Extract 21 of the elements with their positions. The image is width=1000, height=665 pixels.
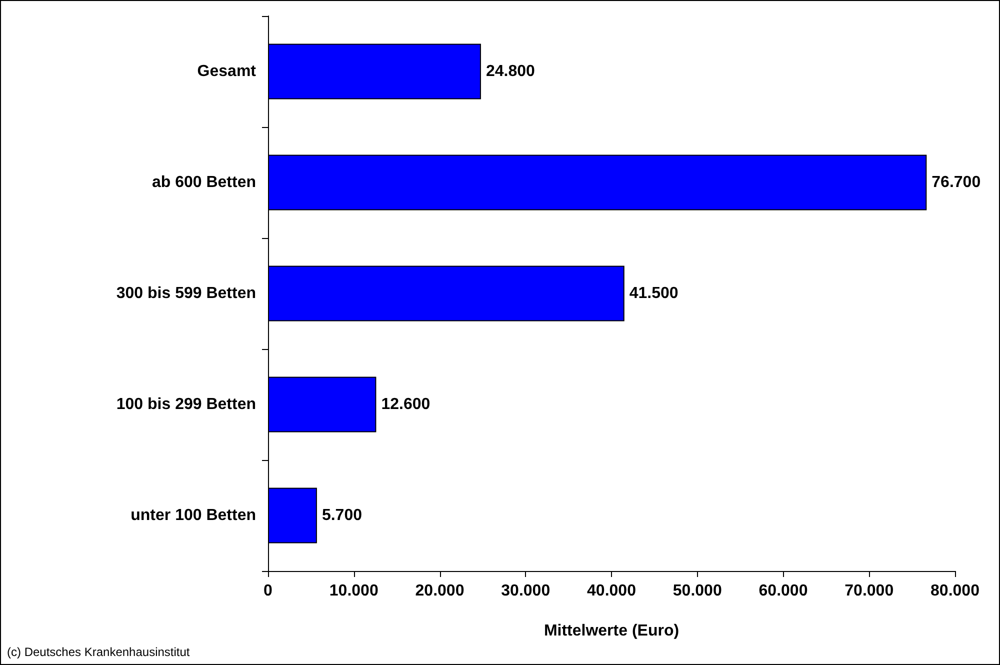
x-axis-title: Mittelwerte (Euro) <box>544 622 680 640</box>
text: (c) Deutsches Krankenhausinstitut <box>7 645 190 659</box>
data-label: 12.600 <box>381 396 430 413</box>
x-tick-label: 60.000 <box>758 582 808 600</box>
data-label: 24.800 <box>486 63 536 80</box>
y-tick-label: 100 bis 299 Betten <box>116 396 256 413</box>
x-tick-label: 10.000 <box>329 582 378 600</box>
x-tick-label: 30.000 <box>501 582 550 600</box>
data-label: 5.700 <box>322 507 362 524</box>
x-tick-label: 70.000 <box>844 582 894 600</box>
data-label: 41.500 <box>629 285 678 302</box>
x-tick-label: 80.000 <box>930 582 980 600</box>
y-tick-label: 300 bis 599 Betten <box>116 285 256 302</box>
x-tick-label: 0 <box>264 582 273 600</box>
x-tick-label: 20.000 <box>415 582 464 600</box>
x-tick-label: 50.000 <box>672 582 722 600</box>
y-tick-label: unter 100 Betten <box>130 507 256 524</box>
data-label: 76.700 <box>932 174 981 191</box>
y-tick-label: ab 600 Betten <box>152 174 256 191</box>
x-tick-label: 40.000 <box>587 582 636 600</box>
y-tick-label: Gesamt <box>197 63 257 80</box>
